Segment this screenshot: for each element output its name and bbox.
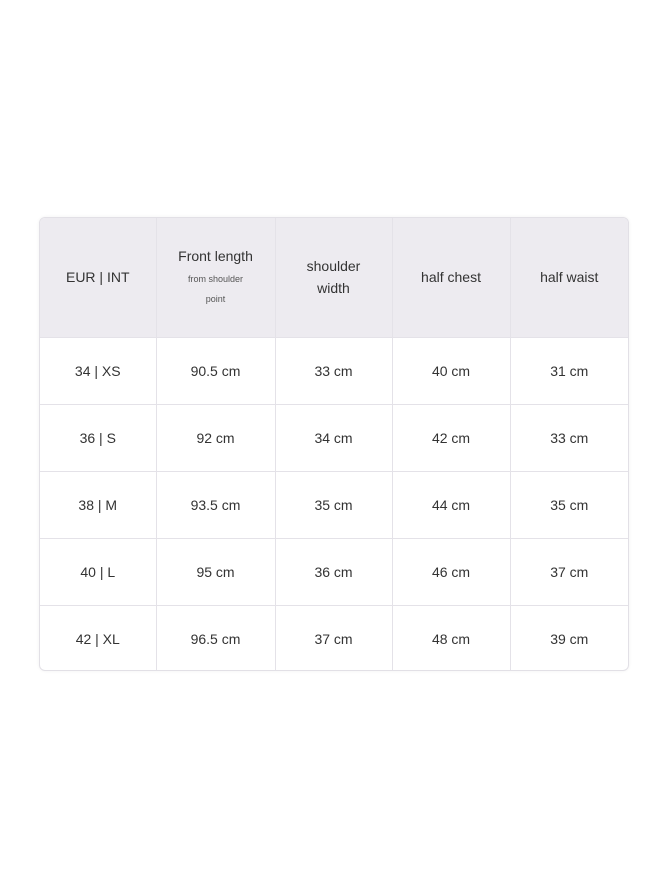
table-cell: 42 | XL <box>40 604 157 670</box>
table-cell: 36 cm <box>274 537 393 606</box>
table-cell: 93.5 cm <box>155 470 276 539</box>
header-half-chest: half chest <box>391 218 511 338</box>
table-cell: 48 cm <box>391 604 511 670</box>
table-cell: 33 cm <box>274 336 393 405</box>
header-label: shoulder width <box>306 258 361 297</box>
size-chart: EUR | INT Front length from shoulder poin… <box>39 217 629 671</box>
table-row: 42 | XL 96.5 cm 37 cm 48 cm 39 cm <box>40 604 628 670</box>
table-cell: 35 cm <box>274 470 393 539</box>
header-shoulder-width: shoulder width <box>274 218 393 338</box>
table-cell: 92 cm <box>155 403 276 472</box>
header-label: Front length <box>178 248 253 265</box>
table-row: 34 | XS 90.5 cm 33 cm 40 cm 31 cm <box>40 336 628 405</box>
table-cell: 44 cm <box>391 470 511 539</box>
table-cell: 31 cm <box>509 336 628 405</box>
table-cell: 95 cm <box>155 537 276 606</box>
table-cell: 34 cm <box>274 403 393 472</box>
header-size: EUR | INT <box>40 218 157 338</box>
table-cell: 42 cm <box>391 403 511 472</box>
table-cell: 36 | S <box>40 403 157 472</box>
table-cell: 46 cm <box>391 537 511 606</box>
table-cell: 38 | M <box>40 470 157 539</box>
table-cell: 37 cm <box>509 537 628 606</box>
table-cell: 40 cm <box>391 336 511 405</box>
header-front-length: Front length from shoulder point <box>155 218 276 338</box>
header-label: half chest <box>421 269 481 286</box>
table-row: 40 | L 95 cm 36 cm 46 cm 37 cm <box>40 537 628 606</box>
table-cell: 90.5 cm <box>155 336 276 405</box>
table-row: 38 | M 93.5 cm 35 cm 44 cm 35 cm <box>40 470 628 539</box>
table-cell: 40 | L <box>40 537 157 606</box>
table-cell: 37 cm <box>274 604 393 670</box>
header-label: half waist <box>540 269 599 286</box>
header-row: EUR | INT Front length from shoulder poin… <box>40 218 628 338</box>
table-cell: 96.5 cm <box>155 604 276 670</box>
table-cell: 35 cm <box>509 470 628 539</box>
table-cell: 34 | XS <box>40 336 157 405</box>
table-row: 36 | S 92 cm 34 cm 42 cm 33 cm <box>40 403 628 472</box>
size-table: EUR | INT Front length from shoulder poin… <box>40 218 628 670</box>
header-sublabel: from shoulder point <box>187 274 244 305</box>
header-half-waist: half waist <box>509 218 628 338</box>
table-cell: 33 cm <box>509 403 628 472</box>
header-label: EUR | INT <box>65 269 130 286</box>
table-cell: 39 cm <box>509 604 628 670</box>
